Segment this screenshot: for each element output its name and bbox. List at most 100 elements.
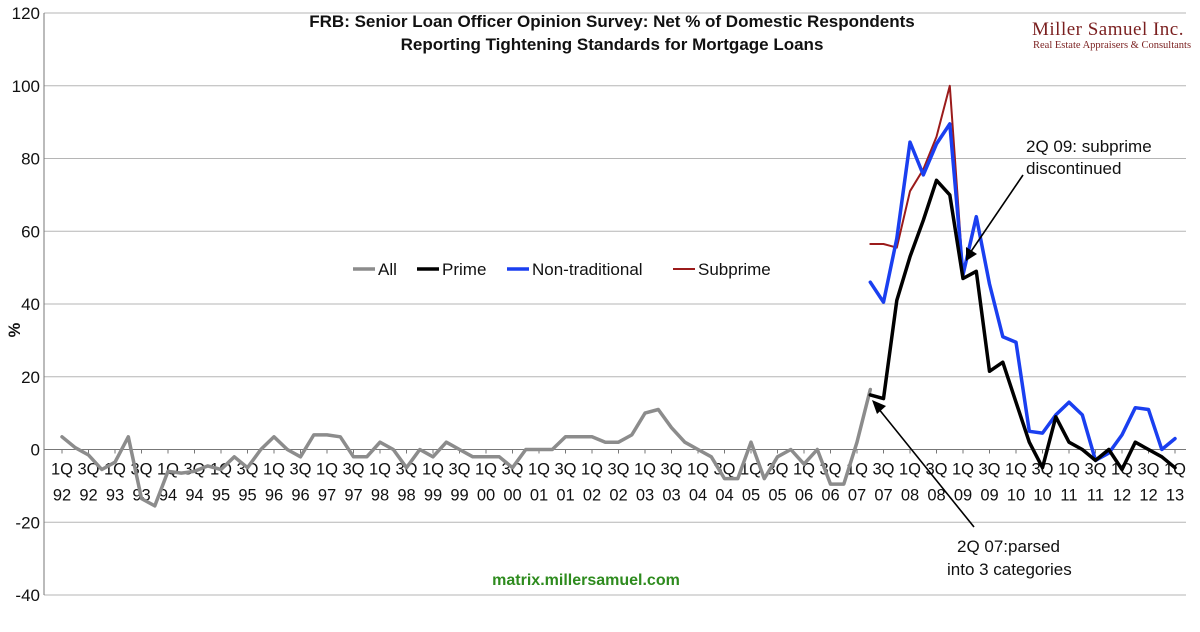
x-tick-label-year: 98 (371, 487, 389, 505)
x-tick-label-year: 97 (318, 487, 336, 505)
x-tick-label-quarter: 1Q (581, 461, 603, 479)
x-tick-label-year: 05 (768, 487, 786, 505)
x-tick-label-year: 07 (874, 487, 892, 505)
x-tick-label-year: 08 (927, 487, 945, 505)
x-tick-label-quarter: 3Q (607, 461, 629, 479)
y-tick-label: 20 (21, 368, 40, 387)
x-tick-label-year: 06 (821, 487, 839, 505)
chart-title-line-1: FRB: Senior Loan Officer Opinion Survey:… (309, 12, 914, 31)
legend-label-subprime: Subprime (698, 260, 771, 279)
x-tick-label-quarter: 3Q (1084, 461, 1106, 479)
x-tick-label-year: 01 (556, 487, 574, 505)
x-tick-label-year: 03 (662, 487, 680, 505)
x-tick-label-year: 12 (1139, 487, 1157, 505)
annotation-parsed-line-2: into 3 categories (947, 560, 1072, 579)
x-tick-label-quarter: 3Q (660, 461, 682, 479)
x-tick-label-year: 13 (1166, 487, 1184, 505)
x-tick-label-year: 93 (106, 487, 124, 505)
x-axis: 1Q923Q921Q933Q931Q943Q941Q953Q951Q963Q96… (44, 449, 1186, 505)
legend-label-all: All (378, 260, 397, 279)
brand-logo: Miller Samuel Inc. Real Estate Appraiser… (1032, 19, 1191, 51)
x-tick-label-quarter: 3Q (713, 461, 735, 479)
x-tick-label-year: 04 (715, 487, 733, 505)
x-tick-label-quarter: 1Q (634, 461, 656, 479)
x-tick-label-quarter: 1Q (422, 461, 444, 479)
x-tick-label-year: 95 (238, 487, 256, 505)
series-line-prime (868, 178, 1177, 472)
x-tick-label-year: 07 (848, 487, 866, 505)
annotation-parsed-line-1: 2Q 07:parsed (957, 537, 1060, 556)
x-tick-label-quarter: 1Q (899, 461, 921, 479)
x-tick-label-quarter: 1Q (157, 461, 179, 479)
x-tick-label-year: 11 (1087, 487, 1104, 505)
brand-tagline: Real Estate Appraisers & Consultants (1033, 40, 1191, 51)
x-tick-label-year: 99 (424, 487, 442, 505)
y-tick-label: 120 (12, 4, 40, 23)
x-tick-label-quarter: 3Q (872, 461, 894, 479)
x-tick-label-year: 09 (980, 487, 998, 505)
legend: All Prime Non-traditional Subprime (353, 260, 771, 279)
x-tick-label-quarter: 1Q (1005, 461, 1027, 479)
x-tick-label-year: 95 (212, 487, 230, 505)
x-tick-label-year: 96 (291, 487, 309, 505)
x-tick-label-quarter: 1Q (528, 461, 550, 479)
x-tick-label-quarter: 3Q (1031, 461, 1053, 479)
x-tick-label-quarter: 1Q (369, 461, 391, 479)
legend-label-prime: Prime (442, 260, 486, 279)
y-tick-label: -20 (15, 513, 40, 532)
brand-name: Miller Samuel Inc. (1032, 19, 1184, 40)
annotation-parsed-arrowhead (872, 400, 886, 414)
x-tick-label-quarter: 1Q (316, 461, 338, 479)
x-tick-label-quarter: 3Q (1137, 461, 1159, 479)
x-tick-label-year: 97 (344, 487, 362, 505)
x-tick-label-year: 03 (636, 487, 654, 505)
x-tick-label-year: 96 (265, 487, 283, 505)
annotation-subprime-discontinued: 2Q 09: subprime discontinued (966, 137, 1152, 261)
y-tick-label: 40 (21, 295, 40, 314)
x-tick-label-quarter: 3Q (77, 461, 99, 479)
annotation-subprime-arrow (969, 174, 1024, 254)
chart-title-line-2: Reporting Tightening Standards for Mortg… (401, 35, 824, 54)
x-tick-label-quarter: 3Q (925, 461, 947, 479)
x-tick-label-year: 06 (795, 487, 813, 505)
x-tick-label-quarter: 3Q (554, 461, 576, 479)
gridlines (44, 12, 1186, 596)
source-url: matrix.millersamuel.com (492, 572, 680, 589)
x-tick-label-year: 04 (689, 487, 707, 505)
y-tick-label: 60 (21, 222, 40, 241)
annotation-parsed-arrow (877, 407, 975, 528)
x-tick-label-year: 92 (79, 487, 97, 505)
series-line-all (60, 387, 873, 508)
x-tick-label-year: 05 (742, 487, 760, 505)
series-lines (60, 84, 1177, 508)
x-tick-label-quarter: 1Q (952, 461, 974, 479)
x-tick-label-quarter: 1Q (740, 461, 762, 479)
x-tick-label-year: 02 (583, 487, 601, 505)
series-line-subprime (869, 84, 964, 275)
x-tick-label-year: 01 (530, 487, 548, 505)
y-tick-label: 100 (12, 77, 40, 96)
x-tick-label-year: 94 (185, 487, 203, 505)
annotation-subprime-arrowhead (966, 247, 977, 261)
x-tick-label-quarter: 1Q (687, 461, 709, 479)
x-tick-label-quarter: 3Q (395, 461, 417, 479)
x-tick-label-year: 92 (53, 487, 71, 505)
x-tick-label-year: 12 (1113, 487, 1131, 505)
x-tick-label-year: 99 (450, 487, 468, 505)
y-tick-label: 0 (31, 441, 40, 460)
y-axis-label: % (6, 322, 24, 337)
x-tick-label-year: 00 (477, 487, 495, 505)
x-tick-label-quarter: 1Q (51, 461, 73, 479)
annotation-subprime-line-1: 2Q 09: subprime (1026, 137, 1152, 156)
x-tick-label-year: 09 (954, 487, 972, 505)
x-tick-label-quarter: 3Q (978, 461, 1000, 479)
annotation-subprime-line-2: discontinued (1026, 159, 1121, 178)
legend-label-non-traditional: Non-traditional (532, 260, 643, 279)
x-tick-label-year: 98 (397, 487, 415, 505)
y-tick-label: 80 (21, 150, 40, 169)
x-tick-label-year: 00 (503, 487, 521, 505)
y-tick-label: -40 (15, 586, 40, 605)
x-tick-label-year: 10 (1033, 487, 1051, 505)
x-tick-label-quarter: 3Q (289, 461, 311, 479)
